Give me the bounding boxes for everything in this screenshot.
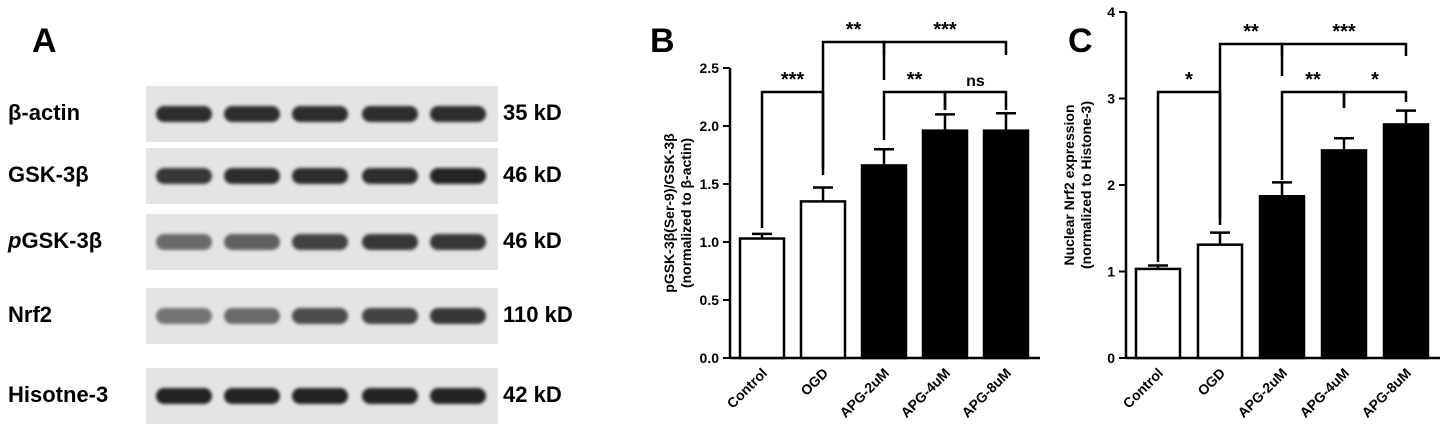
y-axis-label-secondary: (normalized to β-actin) [678, 138, 694, 288]
x-tick-label: OGD [1194, 365, 1228, 399]
blot-row-protein: GSK-3β [21, 228, 103, 253]
y-tick-label: 3 [1107, 91, 1115, 107]
x-tick-label: APG-2uM [1234, 365, 1290, 421]
x-tick-label: APG-4uM [897, 365, 953, 421]
blot-kd-label: 42 kD [503, 382, 562, 407]
y-tick-label: 1.0 [700, 234, 720, 250]
significance-label: *** [781, 69, 805, 91]
bar [921, 129, 969, 360]
blot-band [430, 388, 486, 404]
panel-a-label: A [32, 22, 57, 60]
blot-row-label: Nrf2 [8, 302, 52, 328]
blot-kd-label: 46 kD [503, 162, 562, 187]
bar [738, 237, 786, 360]
blot-band [224, 168, 280, 184]
bar [1320, 149, 1368, 360]
blot-band [156, 388, 212, 404]
blot-band [292, 168, 348, 184]
panel-b-label: B [650, 22, 675, 60]
blot-band [430, 106, 486, 122]
blot-row-label: GSK-3β [8, 162, 89, 188]
blot-row-protein: β-actin [8, 100, 81, 125]
blot-band [362, 388, 418, 404]
blot-band [292, 308, 348, 324]
blot-band [224, 234, 280, 250]
blot-band [362, 234, 418, 250]
y-tick-label: 2.5 [700, 60, 720, 76]
x-tick-label: Control [724, 365, 771, 412]
blot-band [362, 308, 418, 324]
significance-bracket [1280, 42, 1408, 56]
bar [1382, 123, 1430, 360]
blot-band [224, 308, 280, 324]
blot-band [156, 106, 212, 122]
blot-band [292, 106, 348, 122]
blot-band [224, 388, 280, 404]
blot-band [430, 308, 486, 324]
bar [1134, 267, 1182, 360]
blot-kd-label: 46 kD [503, 228, 562, 253]
blot-band [362, 168, 418, 184]
bar [799, 200, 847, 360]
significance-label: * [1371, 69, 1379, 91]
y-tick-label: 1 [1107, 264, 1115, 280]
bar [860, 164, 908, 360]
bar [982, 129, 1030, 360]
significance-bracket [821, 40, 886, 168]
y-tick-label: 4 [1107, 4, 1115, 20]
y-axis-label: Nuclear Nrf2 expression [1061, 104, 1077, 265]
y-axis-label: pGSK-3β(Ser-9)/GSK-3β [661, 133, 677, 293]
blot-band [292, 234, 348, 250]
blot-band [156, 234, 212, 250]
significance-label: *** [1332, 21, 1356, 43]
significance-label: *** [933, 19, 957, 41]
significance-label: ** [846, 19, 862, 41]
blot-kd-label: 35 kD [503, 100, 562, 125]
x-tick-label: Control [1120, 365, 1167, 412]
x-tick-label: APG-4uM [1296, 365, 1352, 421]
significance-bracket [1218, 42, 1284, 218]
blot-band [362, 106, 418, 122]
y-tick-label: 2.0 [700, 118, 720, 134]
blot-row-protein: Nrf2 [8, 302, 53, 327]
significance-label: ** [1305, 69, 1321, 91]
significance-bracket [882, 40, 1008, 55]
blot-band [224, 106, 280, 122]
significance-bracket [1156, 90, 1222, 262]
blot-kd-label: 110 kD [503, 302, 573, 327]
significance-label: ** [907, 69, 923, 91]
significance-bracket [1342, 90, 1408, 108]
y-tick-label: 1.5 [700, 176, 720, 192]
blot-band [430, 234, 486, 250]
blot-row-label: pGSK-3β [8, 228, 102, 254]
significance-label: * [1185, 69, 1193, 91]
blot-band [292, 388, 348, 404]
blot-row-label: β-actin [8, 100, 80, 126]
blot-row-protein: Hisotne-3 [8, 382, 109, 407]
blot-row-protein: GSK-3β [8, 162, 89, 187]
blot-row-label: Hisotne-3 [8, 382, 108, 408]
x-tick-label: APG-8uM [958, 365, 1014, 421]
significance-label: ns [966, 73, 985, 90]
chart-c: C 0 1 2 3 4 Nuclear Nrf2 expression (normalized… [1061, 4, 1440, 421]
bar [1258, 194, 1306, 360]
blot-band [430, 168, 486, 184]
y-tick-label: 0.5 [700, 292, 720, 308]
x-tick-label: OGD [797, 365, 831, 399]
y-tick-label: 0 [1107, 350, 1115, 366]
significance-bracket [943, 90, 1008, 110]
blot-band [156, 168, 212, 184]
chart-b: B 0.0 0.5 1.0 1.5 2.0 2.5 pGSK-3β(Ser-9)/GSK-3β… [650, 19, 1040, 421]
significance-label: ** [1243, 21, 1259, 43]
bar [1196, 243, 1244, 360]
y-tick-label: 0.0 [700, 350, 720, 366]
x-tick-label: APG-8uM [1358, 365, 1414, 421]
y-tick-label: 2 [1107, 177, 1115, 193]
blot-band [156, 308, 212, 324]
panel-c-label: C [1068, 22, 1093, 60]
y-axis-label-secondary: (normalized to Histone-3) [1078, 101, 1094, 269]
blot-row-prefix: p [8, 228, 22, 253]
x-tick-label: APG-2uM [836, 365, 892, 421]
